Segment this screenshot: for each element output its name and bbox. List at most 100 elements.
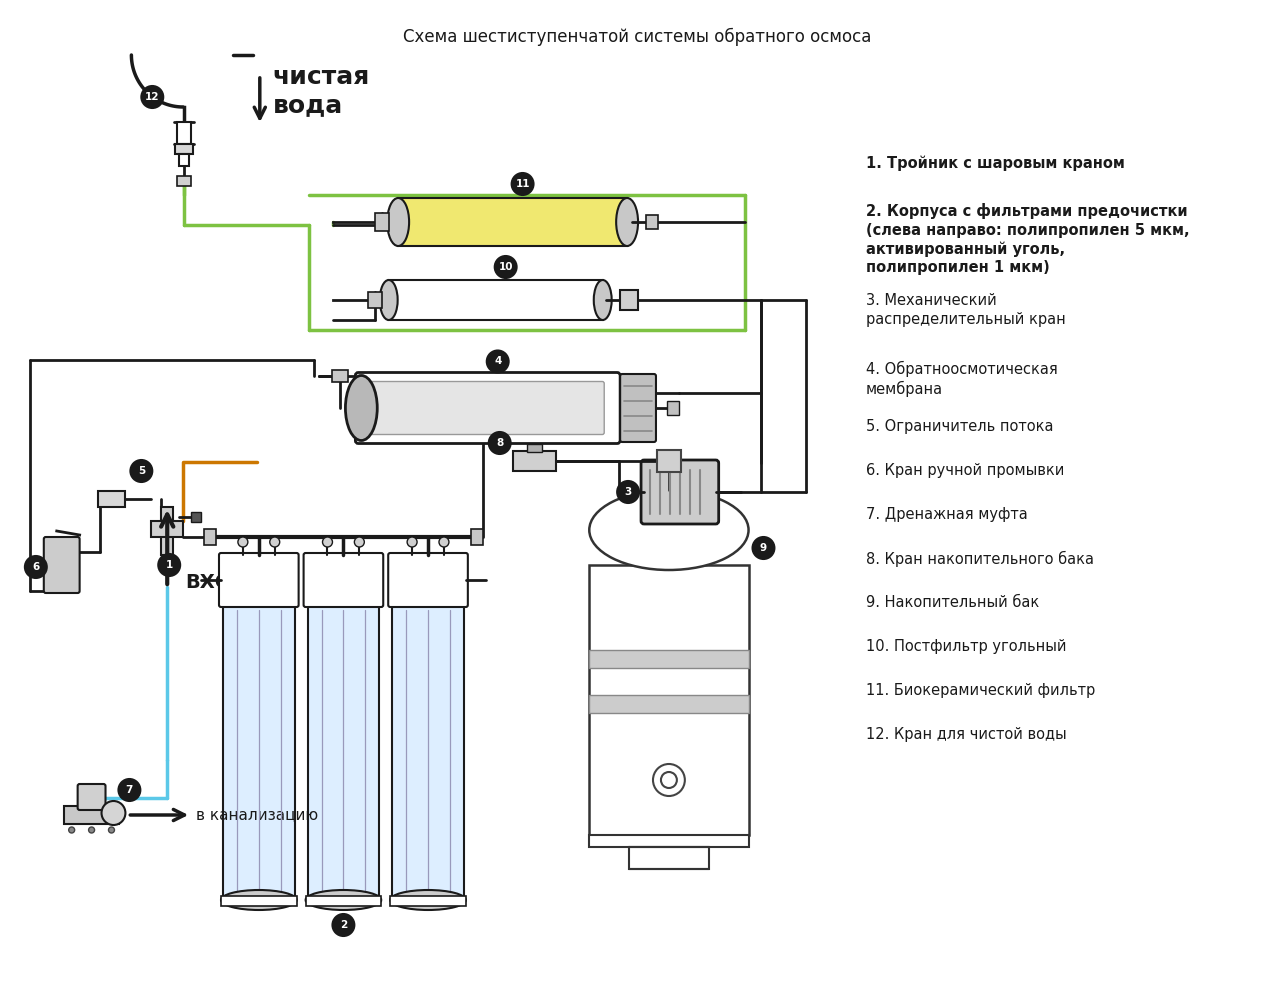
Bar: [657, 450, 681, 472]
Text: чистая
вода: чистая вода: [273, 65, 370, 117]
Bar: [177, 122, 191, 144]
Text: 12. Кран для чистой воды: 12. Кран для чистой воды: [867, 727, 1066, 742]
Ellipse shape: [589, 490, 749, 570]
FancyBboxPatch shape: [389, 280, 603, 320]
FancyBboxPatch shape: [620, 374, 655, 442]
Circle shape: [323, 537, 333, 547]
FancyBboxPatch shape: [78, 784, 105, 810]
Circle shape: [119, 779, 141, 801]
Text: 7: 7: [125, 785, 133, 795]
Bar: [375, 213, 389, 231]
Text: 4. Обратноосмотическая
мембрана: 4. Обратноосмотическая мембрана: [867, 361, 1057, 397]
Text: в канализацию: в канализацию: [196, 807, 319, 822]
Ellipse shape: [306, 890, 381, 910]
Bar: [392, 605, 463, 900]
Text: 6. Кран ручной промывки: 6. Кран ручной промывки: [867, 463, 1065, 478]
Circle shape: [617, 481, 639, 503]
Text: 11: 11: [516, 179, 530, 189]
Circle shape: [109, 827, 114, 833]
Circle shape: [159, 554, 180, 576]
Bar: [191, 512, 201, 522]
Circle shape: [270, 537, 280, 547]
Text: 7. Дренажная муфта: 7. Дренажная муфта: [867, 507, 1028, 522]
Bar: [646, 215, 658, 229]
Circle shape: [494, 256, 517, 278]
FancyBboxPatch shape: [219, 553, 298, 607]
Circle shape: [355, 537, 365, 547]
Circle shape: [141, 86, 164, 108]
Bar: [175, 144, 193, 154]
Bar: [367, 292, 381, 308]
Text: 8: 8: [497, 438, 503, 448]
Bar: [151, 521, 183, 537]
Circle shape: [512, 173, 534, 195]
FancyBboxPatch shape: [44, 537, 79, 593]
Bar: [64, 806, 119, 824]
Ellipse shape: [594, 280, 612, 320]
Ellipse shape: [380, 280, 398, 320]
Text: 1: 1: [165, 560, 173, 570]
Bar: [620, 290, 637, 310]
Text: 2. Корпуса с фильтрами предочистки
(слева направо: полипропилен 5 мкм,
активиров: 2. Корпуса с фильтрами предочистки (слев…: [867, 203, 1189, 275]
Circle shape: [439, 537, 449, 547]
Text: 1. Тройник с шаровым краном: 1. Тройник с шаровым краном: [867, 155, 1125, 171]
Text: 3. Механический
распределительный кран: 3. Механический распределительный кран: [867, 293, 1066, 326]
Text: 2: 2: [339, 920, 347, 930]
Circle shape: [69, 827, 74, 833]
Ellipse shape: [388, 198, 410, 246]
Bar: [526, 444, 543, 452]
Circle shape: [24, 556, 47, 578]
Text: 10. Постфильтр угольный: 10. Постфильтр угольный: [867, 639, 1066, 654]
FancyBboxPatch shape: [388, 553, 468, 607]
Bar: [204, 529, 216, 545]
Bar: [179, 154, 189, 166]
Bar: [307, 605, 379, 900]
Text: 9: 9: [760, 543, 767, 553]
Bar: [589, 650, 749, 668]
Bar: [390, 896, 466, 906]
Bar: [333, 370, 348, 382]
Bar: [471, 529, 483, 545]
Text: 11. Биокерамический фильтр: 11. Биокерамический фильтр: [867, 683, 1096, 698]
Bar: [589, 565, 749, 835]
Ellipse shape: [221, 890, 297, 910]
Circle shape: [131, 460, 152, 482]
Ellipse shape: [616, 198, 637, 246]
Circle shape: [660, 772, 677, 788]
Text: 6: 6: [32, 562, 40, 572]
Ellipse shape: [390, 890, 466, 910]
Circle shape: [238, 537, 248, 547]
Text: 4: 4: [494, 356, 502, 366]
Text: 10: 10: [498, 262, 513, 272]
Bar: [667, 401, 678, 415]
Circle shape: [333, 914, 355, 936]
Bar: [306, 896, 381, 906]
FancyBboxPatch shape: [364, 381, 604, 434]
Text: 12: 12: [145, 92, 160, 102]
Bar: [221, 896, 297, 906]
Circle shape: [489, 432, 511, 454]
Text: 3: 3: [625, 487, 632, 497]
Circle shape: [407, 537, 417, 547]
Circle shape: [101, 801, 125, 825]
Text: 5: 5: [138, 466, 145, 476]
Bar: [177, 176, 191, 186]
Ellipse shape: [346, 375, 378, 440]
Text: 8. Кран накопительного бака: 8. Кран накопительного бака: [867, 551, 1094, 567]
Circle shape: [88, 827, 95, 833]
Circle shape: [653, 764, 685, 796]
FancyBboxPatch shape: [641, 460, 718, 524]
Text: Схема шестиступенчатой системы обратного осмоса: Схема шестиступенчатой системы обратного…: [403, 28, 872, 46]
Circle shape: [486, 350, 508, 372]
Text: 5. Ограничитель потока: 5. Ограничитель потока: [867, 419, 1053, 434]
FancyBboxPatch shape: [303, 553, 383, 607]
FancyBboxPatch shape: [398, 198, 627, 246]
Bar: [628, 847, 709, 869]
Bar: [589, 835, 749, 847]
Bar: [161, 507, 173, 555]
Bar: [97, 491, 125, 507]
Text: ВХОД: ВХОД: [186, 573, 248, 592]
Bar: [512, 451, 557, 471]
Circle shape: [753, 537, 774, 559]
Text: 9. Накопительный бак: 9. Накопительный бак: [867, 595, 1039, 610]
